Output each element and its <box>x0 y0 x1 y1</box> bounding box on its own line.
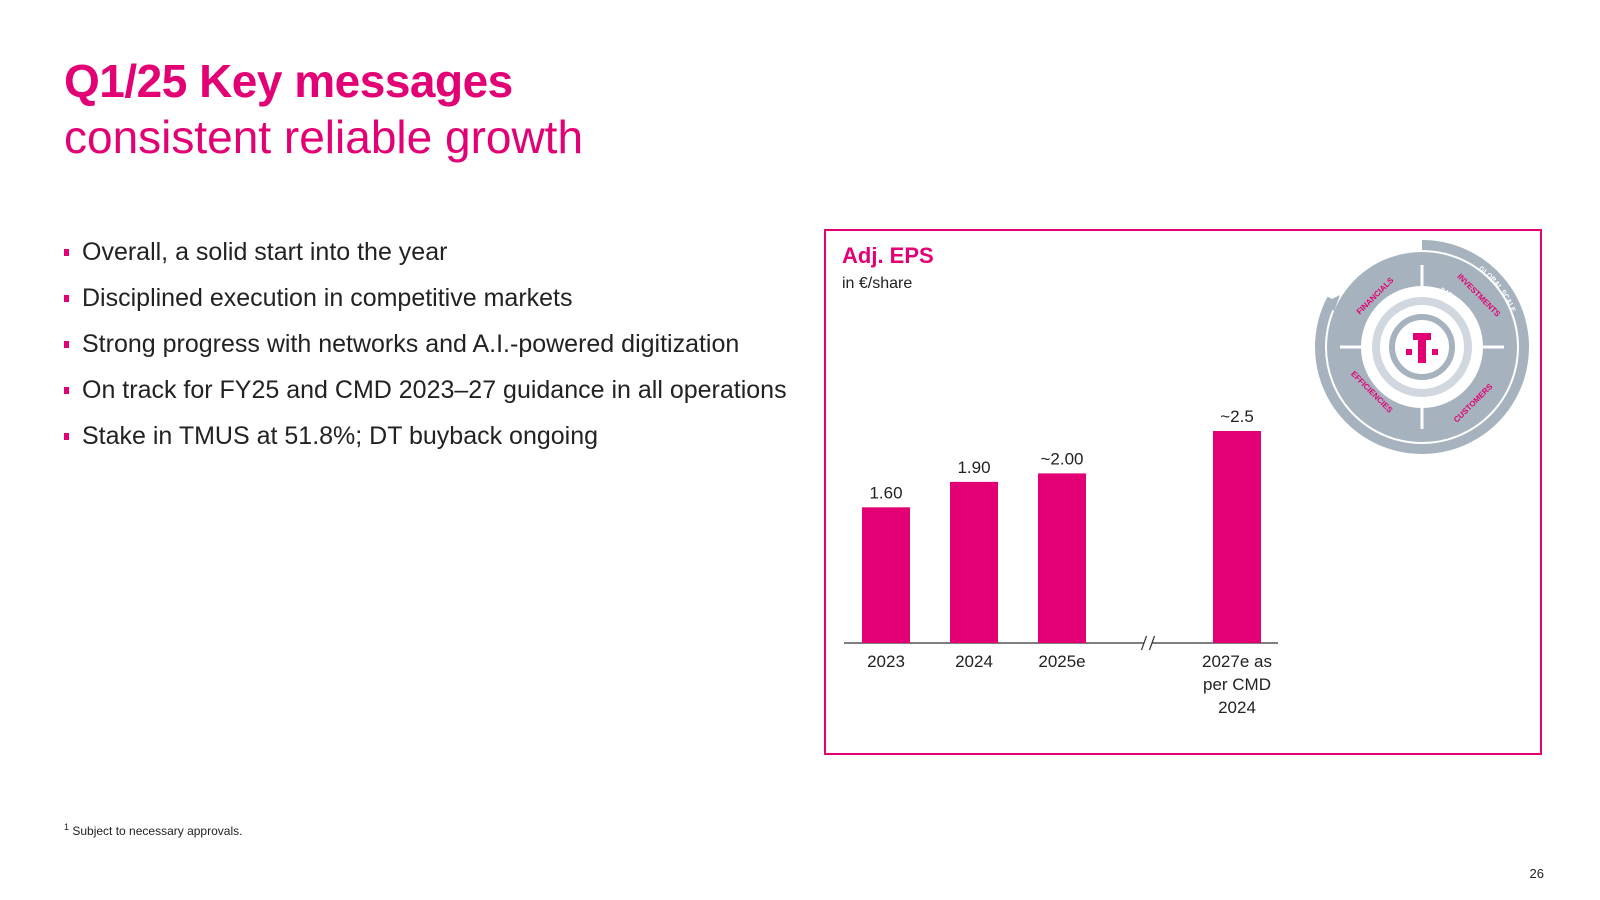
chart-title: Adj. EPS <box>842 243 934 268</box>
center-ring <box>1389 314 1455 380</box>
bar <box>1213 431 1261 643</box>
x-tick-label: per CMD <box>1203 675 1271 694</box>
bar <box>1038 473 1086 643</box>
outer-ring-arc <box>1315 240 1529 454</box>
bullet-item: Strong progress with networks and A.I.-p… <box>64 326 804 362</box>
x-tick-label: 2025e <box>1038 652 1085 671</box>
x-tick-label: 2024 <box>955 652 993 671</box>
bar <box>950 481 998 643</box>
eps-chart-panel: Adj. EPS in €/share 1.60 2023 1.90 2024 ~2.0… <box>824 229 1542 755</box>
bullet-marker <box>64 341 69 348</box>
t-logo-icon <box>1406 333 1438 363</box>
bullet-item: Stake in TMUS at 51.8%; DT buyback ongoi… <box>64 418 804 454</box>
bullet-marker <box>64 295 69 302</box>
bullet-marker <box>64 249 69 256</box>
bar <box>862 507 910 643</box>
footnote-text: Subject to necessary approvals. <box>72 824 243 838</box>
chart-unit-label: in €/share <box>842 275 913 292</box>
bar-value-label: ~2.00 <box>1040 449 1083 468</box>
bullet-item: Overall, a solid start into the year <box>64 234 804 270</box>
bullet-text: Strong progress with networks and A.I.-p… <box>82 330 740 358</box>
bullet-text: Stake in TMUS at 51.8%; DT buyback ongoi… <box>82 422 599 450</box>
footnote-marker: 1 <box>64 822 70 832</box>
bar-value-label: 1.90 <box>957 458 990 477</box>
x-tick-label: 2027e as <box>1202 652 1272 671</box>
bullet-marker <box>64 387 69 394</box>
outer-ring-arrow <box>1324 295 1340 311</box>
bullet-text: Overall, a solid start into the year <box>82 238 448 266</box>
strategy-wheel-graphic: FINANCIALS INVESTMENTS CUSTOMERS EFFICIE… <box>1315 240 1529 454</box>
key-messages-list: Overall, a solid start into the year Dis… <box>64 234 804 464</box>
axis-break-gap <box>1143 640 1153 646</box>
bullet-text: On track for FY25 and CMD 2023–27 guidan… <box>82 376 787 404</box>
page-number: 26 <box>1529 866 1544 881</box>
eps-bar-chart: 1.60 2023 1.90 2024 ~2.00 2025e ~2.5 2027e as pe… <box>844 407 1278 717</box>
x-tick-label: 2023 <box>867 652 905 671</box>
x-tick-label: 2024 <box>1218 698 1256 717</box>
axis-break-mark <box>1140 635 1148 651</box>
slide-title: Q1/25 Key messages <box>64 55 513 107</box>
inner-ring <box>1372 297 1472 397</box>
bullet-text: Disciplined execution in competitive mar… <box>82 284 573 312</box>
bullet-item: Disciplined execution in competitive mar… <box>64 280 804 316</box>
slide-subtitle: consistent reliable growth <box>64 111 584 163</box>
bar-value-label: ~2.5 <box>1220 407 1254 426</box>
axis-break-mark <box>1148 635 1156 651</box>
bullet-marker <box>64 433 69 440</box>
bullet-item: On track for FY25 and CMD 2023–27 guidan… <box>64 372 804 408</box>
bar-value-label: 1.60 <box>869 483 902 502</box>
footnote: 1 Subject to necessary approvals. <box>64 822 242 838</box>
